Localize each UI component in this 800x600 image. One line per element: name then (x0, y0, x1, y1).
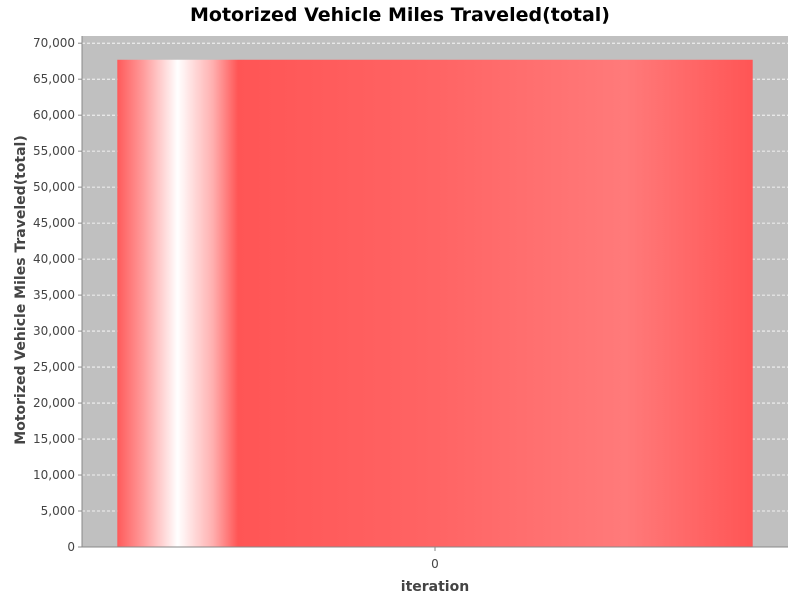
y-tick-label: 45,000 (33, 216, 75, 230)
y-tick-label: 20,000 (33, 396, 75, 410)
chart-title: Motorized Vehicle Miles Traveled(total) (190, 4, 610, 26)
y-tick-label: 15,000 (33, 432, 75, 446)
y-tick-label: 50,000 (33, 180, 75, 194)
y-tick-label: 35,000 (33, 288, 75, 302)
y-tick-label: 10,000 (33, 468, 75, 482)
y-axis-ticks: 0 5,000 10,000 15,000 20,000 25,000 30,000 35,0… (33, 36, 82, 554)
y-tick-label: 5,000 (41, 504, 75, 518)
bars (117, 59, 753, 548)
y-tick-label: 70,000 (33, 36, 75, 50)
y-tick-label: 55,000 (33, 144, 75, 158)
y-tick-label: 60,000 (33, 108, 75, 122)
y-axis-label: Motorized Vehicle Miles Traveled(total) (13, 135, 29, 444)
bar (117, 59, 753, 548)
y-tick-label: 30,000 (33, 324, 75, 338)
x-tick-label: 0 (431, 557, 439, 571)
y-tick-label: 25,000 (33, 360, 75, 374)
y-tick-label: 40,000 (33, 252, 75, 266)
x-axis-label: iteration (401, 579, 469, 595)
x-axis-ticks: 0 (431, 547, 439, 571)
y-tick-label: 65,000 (33, 72, 75, 86)
y-tick-label: 0 (67, 540, 75, 554)
